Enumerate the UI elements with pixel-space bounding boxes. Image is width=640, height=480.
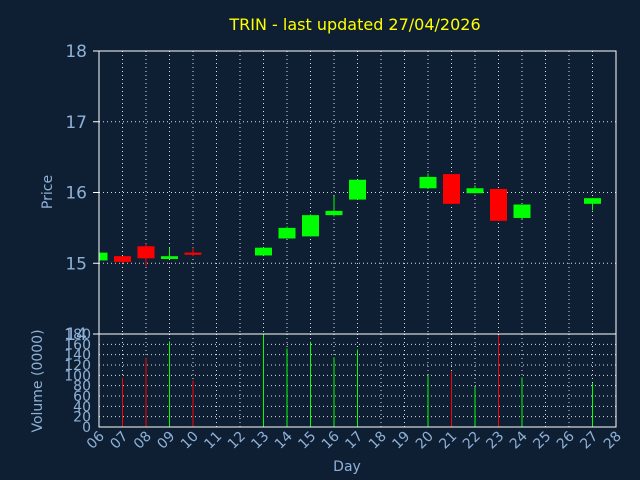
volume-tick-label: 100	[64, 368, 91, 384]
volume-tick-label: 160	[64, 337, 91, 353]
candle-body	[184, 252, 202, 255]
volume-tick-label: 140	[64, 348, 91, 364]
price-grid	[93, 50, 616, 335]
candles	[98, 173, 601, 267]
x-tick-label: 21	[436, 429, 460, 453]
price-tick-label: 17	[65, 113, 87, 133]
x-tick-label: 14	[272, 428, 296, 452]
candle-body	[513, 204, 531, 218]
x-tick-label: 12	[225, 429, 249, 453]
x-tick-label: 26	[554, 428, 578, 452]
price-tick-label: 16	[65, 184, 87, 204]
x-tick-label: 16	[319, 428, 343, 452]
x-tick-label: 15	[295, 429, 319, 453]
x-tick-label: 27	[577, 429, 601, 453]
volume-tick-label: 40	[73, 399, 91, 415]
volume-tick-label: 20	[73, 410, 91, 426]
price-tick-label: 14	[65, 325, 87, 345]
candle-body	[584, 198, 601, 204]
volume-tick-label: 180	[64, 327, 91, 343]
x-axis-title: Day	[333, 459, 361, 475]
x-tick-label: 17	[342, 429, 366, 453]
x-tick-label: 24	[507, 428, 531, 452]
volume-axis-title: Volume (0000)	[30, 329, 46, 432]
candle-body	[114, 256, 131, 262]
x-tick-label: 18	[366, 429, 390, 453]
candle-body	[349, 179, 366, 200]
candle-body	[466, 188, 484, 194]
volume-tick-label: 120	[64, 358, 91, 374]
candle-body	[325, 210, 343, 216]
candle-body	[161, 256, 178, 260]
x-tick-label: 25	[530, 429, 554, 453]
volume-tick-label: 80	[73, 379, 91, 395]
x-tick-label: 28	[601, 429, 625, 453]
chart-title: TRIN - last updated 27/04/2026	[228, 15, 480, 34]
x-tick-label: 20	[413, 429, 437, 453]
candle-body	[443, 174, 460, 204]
x-tick-label: 23	[483, 429, 507, 453]
volume-tick-label: 0	[82, 420, 91, 436]
x-tick-label: 09	[154, 429, 178, 453]
candle-body	[278, 227, 296, 239]
price-tick-label: 18	[65, 42, 87, 62]
x-tick-label: 07	[107, 429, 131, 453]
candle-body	[99, 252, 108, 261]
x-tick-label: 10	[178, 429, 202, 453]
candle-body	[419, 176, 437, 189]
price-tick-label: 15	[65, 254, 87, 274]
candle-body	[255, 247, 272, 256]
volume-panel-frame	[98, 333, 617, 428]
x-tick-label: 13	[248, 429, 272, 453]
candle-body	[490, 188, 507, 221]
x-tick-label: 11	[201, 429, 225, 453]
candle-body	[137, 246, 155, 259]
x-tick-label: 19	[389, 429, 413, 453]
tick-labels: 06 07 08 09 10 11 12 13 14 15 16 17 18 19 20 21 22 23 24 25…	[64, 42, 625, 452]
volume-tick-label: 60	[73, 389, 91, 405]
x-tick-label: 22	[460, 429, 484, 453]
x-tick-label: 08	[131, 429, 155, 453]
candle-body	[302, 215, 319, 237]
price-axis-title: Price	[40, 175, 56, 209]
volume-bars	[122, 334, 593, 427]
